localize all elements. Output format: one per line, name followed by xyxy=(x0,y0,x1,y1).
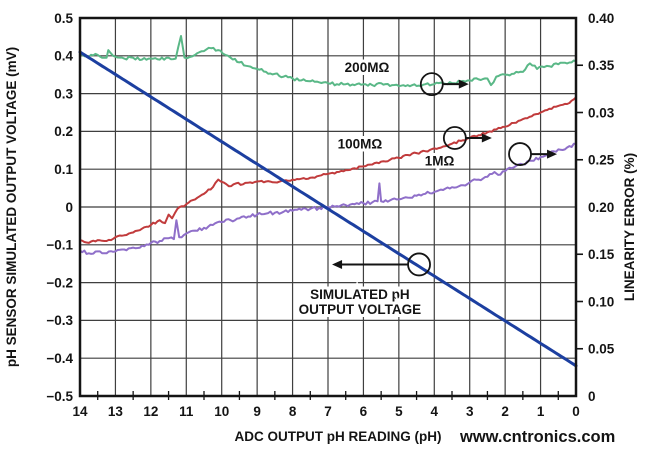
y-left-tick-label: 0.3 xyxy=(54,86,73,101)
y-left-tick-label: 0 xyxy=(65,200,73,215)
series-line-200m- xyxy=(79,35,577,88)
y-right-tick-label: 0.15 xyxy=(588,247,615,262)
x-axis-title: ADC OUTPUT pH READING (pH) xyxy=(235,429,442,444)
x-tick-labels: 14 13 12 11 10 9 8 7 6 5 4 3 2 1 0 xyxy=(72,404,579,419)
x-tick-label: 6 xyxy=(360,404,368,419)
x-tick-label: 10 xyxy=(214,404,229,419)
x-tick-label: 14 xyxy=(72,404,88,419)
y-left-tick-label: 0.5 xyxy=(54,11,73,26)
y-axis-right-title: LINEARITY ERROR (%) xyxy=(622,153,637,301)
x-tick-label: 4 xyxy=(431,404,439,419)
curve-pointer-circle xyxy=(508,142,532,166)
series-line-100m- xyxy=(79,96,577,244)
y-right-tick-label: 0.25 xyxy=(588,153,615,168)
y-axis-left-title: pH SENSOR SIMULATED OUTPUT VOLTAGE (mV) xyxy=(4,47,19,367)
x-tick-label: 7 xyxy=(324,404,332,419)
x-tick-label: 1 xyxy=(537,404,545,419)
watermark-text: www.cntronics.com xyxy=(459,428,615,446)
y-left-tick-label: −0.4 xyxy=(46,351,73,366)
y-right-tick-label: 0.10 xyxy=(588,294,614,309)
y-right-tick-label: 0.20 xyxy=(588,200,614,215)
pointer-arrow-head xyxy=(332,259,343,269)
y-right-tick-label: 0.05 xyxy=(588,342,615,357)
plot-border xyxy=(78,16,578,398)
x-tick-label: 12 xyxy=(143,404,158,419)
pointer-arrow-head xyxy=(481,133,492,143)
y-left-tick-label: −0.2 xyxy=(46,275,73,290)
curve-pointer-circle xyxy=(442,126,467,150)
y-right-tick-label: 0.40 xyxy=(588,11,614,26)
y-left-tick-label: 0.1 xyxy=(54,162,73,177)
series-line-1m- xyxy=(79,142,577,255)
curve-label: SIMULATED pH xyxy=(310,287,410,302)
pointer-arrow-head xyxy=(547,149,558,159)
axis-pointer-markers xyxy=(332,72,558,277)
curve-label: 1MΩ xyxy=(425,154,455,169)
x-tick-label: 3 xyxy=(466,404,474,419)
x-tick-label: 9 xyxy=(253,404,261,419)
y-left-tick-label: 0.4 xyxy=(54,49,73,64)
y-left-tick-labels: 0.5 0.4 0.3 0.2 0.1 0 −0.1 −0.2 −0.3 −0.4 −0.5 xyxy=(46,11,73,404)
x-tick-label: 13 xyxy=(108,404,124,419)
y-left-tick-label: −0.1 xyxy=(46,238,73,253)
x-tick-label: 5 xyxy=(395,404,403,419)
y-right-tick-label: 0.35 xyxy=(588,58,615,73)
y-right-tick-label: 0.03 xyxy=(588,105,615,120)
x-tick-label: 0 xyxy=(572,404,580,419)
series-line-simulated-ph-output-voltage xyxy=(78,50,578,368)
y-right-tick-labels: 0.40 0.35 0.03 0.25 0.20 0.15 0.10 0.05 0 xyxy=(588,11,615,404)
x-tick-label: 11 xyxy=(179,404,194,419)
y-left-tick-label: −0.5 xyxy=(46,389,73,404)
curve-label: 200MΩ xyxy=(345,60,390,75)
curve-label: OUTPUT VOLTAGE xyxy=(299,302,422,317)
series-group xyxy=(78,35,578,368)
y-left-tick-label: 0.2 xyxy=(54,124,73,139)
x-tick-label: 2 xyxy=(501,404,509,419)
curve-pointer-circle xyxy=(407,252,431,277)
y-right-tick-label: 0 xyxy=(588,389,596,404)
y-left-tick-label: −0.3 xyxy=(46,313,73,328)
pointer-arrow-head xyxy=(458,79,469,89)
minor-ticks xyxy=(97,64,583,400)
x-tick-label: 8 xyxy=(289,404,297,419)
curve-label: 100MΩ xyxy=(338,137,383,152)
